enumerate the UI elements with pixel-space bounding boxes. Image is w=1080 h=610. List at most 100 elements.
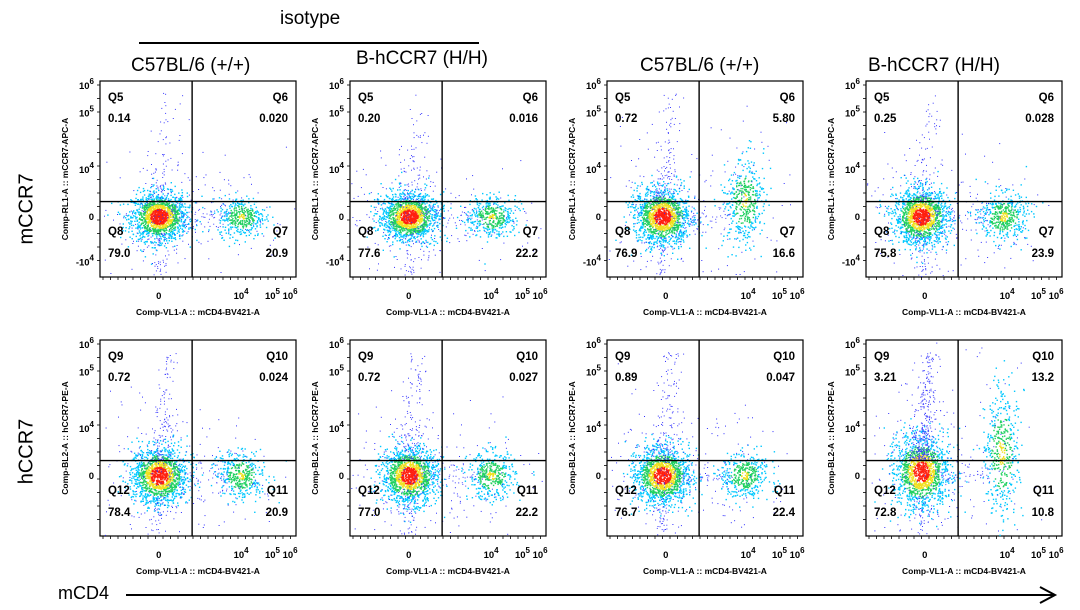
- event-dot: [242, 217, 245, 219]
- event-dot: [402, 202, 404, 205]
- event-dot: [208, 229, 210, 231]
- event-dot: [184, 220, 186, 222]
- event-dot: [174, 197, 176, 199]
- event-dot: [397, 196, 399, 198]
- event-dot: [131, 238, 133, 240]
- event-dot: [245, 217, 247, 220]
- event-dot: [242, 226, 244, 228]
- event-dot: [410, 246, 412, 248]
- event-dot: [403, 208, 405, 210]
- event-dot: [219, 231, 221, 234]
- event-dot: [374, 209, 376, 211]
- event-dot: [502, 219, 504, 221]
- event-dot: [630, 211, 632, 213]
- event-dot: [161, 190, 163, 191]
- event-dot: [167, 250, 169, 252]
- event-dot: [663, 194, 665, 196]
- event-dot: [476, 210, 478, 212]
- event-dot: [401, 223, 403, 225]
- event-dot: [434, 216, 436, 218]
- event-dot: [152, 235, 154, 237]
- event-dot: [416, 227, 418, 229]
- event-dot: [510, 231, 512, 233]
- event-dot: [395, 196, 397, 198]
- event-dot: [680, 235, 682, 237]
- event-dot: [405, 201, 408, 204]
- event-dot: [124, 230, 127, 232]
- event-dot: [164, 233, 167, 236]
- event-dot: [171, 219, 173, 222]
- event-dot: [180, 211, 182, 213]
- event-dot: [162, 224, 165, 226]
- event-dot: [390, 211, 392, 213]
- event-dot: [211, 202, 213, 204]
- event-dot: [399, 233, 401, 236]
- event-dot: [157, 186, 159, 188]
- event-dot: [662, 246, 664, 248]
- event-dot: [433, 214, 435, 216]
- event-dot: [157, 200, 159, 202]
- event-dot: [243, 220, 246, 222]
- event-dot: [120, 236, 122, 239]
- event-dot: [404, 228, 406, 230]
- event-dot: [692, 221, 694, 224]
- event-dot: [167, 233, 169, 235]
- event-dot: [409, 226, 411, 228]
- event-dot: [376, 213, 378, 215]
- event-dot: [159, 242, 161, 244]
- event-dot: [198, 209, 200, 211]
- event-dot: [180, 210, 182, 212]
- event-dot: [410, 215, 412, 217]
- event-dot: [499, 223, 501, 225]
- event-dot: [151, 228, 153, 230]
- event-dot: [163, 213, 166, 215]
- event-dot: [648, 188, 650, 191]
- event-dot: [434, 209, 436, 211]
- event-dot: [413, 203, 416, 206]
- event-dot: [256, 220, 259, 222]
- event-dot: [382, 208, 384, 211]
- event-dot: [418, 230, 420, 232]
- event-dot: [174, 212, 177, 214]
- quadrant-name: Q7: [523, 226, 538, 238]
- event-dot: [417, 225, 419, 228]
- event-dot: [678, 238, 680, 240]
- event-dot: [230, 221, 232, 224]
- event-dot: [170, 192, 172, 194]
- event-dot: [426, 213, 428, 215]
- event-dot: [269, 244, 271, 246]
- event-dot: [163, 236, 165, 238]
- event-dot: [489, 211, 491, 214]
- event-dot: [138, 240, 140, 242]
- event-dot: [420, 224, 423, 227]
- event-dot: [398, 213, 400, 215]
- event-dot: [253, 212, 255, 214]
- event-dot: [386, 224, 388, 227]
- event-dot: [694, 219, 696, 221]
- event-dot: [138, 211, 140, 214]
- event-dot: [406, 207, 408, 210]
- event-dot: [254, 234, 256, 237]
- event-dot: [639, 214, 641, 216]
- event-dot: [424, 206, 426, 208]
- event-dot: [176, 232, 179, 234]
- event-dot: [159, 221, 161, 224]
- event-dot: [392, 218, 394, 220]
- event-dot: [489, 198, 491, 200]
- event-dot: [428, 204, 431, 206]
- event-dot: [250, 215, 252, 217]
- event-dot: [167, 198, 170, 200]
- event-dot: [156, 211, 158, 213]
- event-dot: [652, 235, 655, 237]
- event-dot: [478, 214, 480, 216]
- event-dot: [652, 191, 654, 193]
- event-dot: [392, 241, 394, 243]
- x-tick-label: 105: [265, 287, 281, 302]
- event-dot: [159, 240, 161, 242]
- plot-frame: [99, 80, 297, 278]
- event-dot: [273, 224, 275, 226]
- event-dot: [233, 232, 236, 234]
- event-dot: [661, 238, 663, 241]
- event-dot: [157, 266, 159, 268]
- event-dot: [418, 204, 420, 206]
